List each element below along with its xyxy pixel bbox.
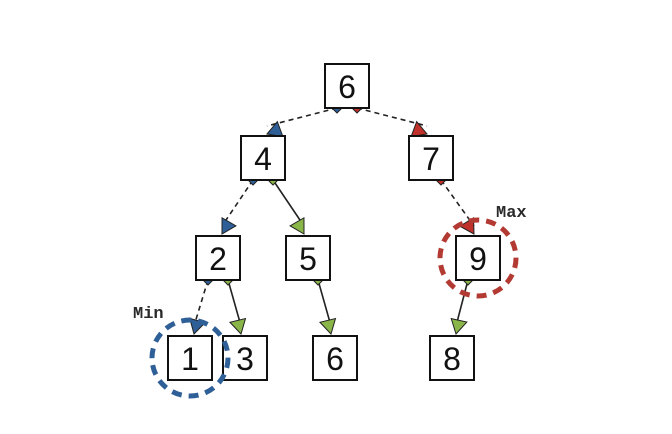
edge-line xyxy=(455,279,469,327)
edge-n2-n3 xyxy=(222,274,247,335)
node-value: 3 xyxy=(236,341,254,377)
node-box xyxy=(312,335,358,381)
edge-arrowhead xyxy=(450,317,468,335)
node-box xyxy=(455,235,501,281)
node-box xyxy=(195,235,241,281)
edge-line xyxy=(193,279,209,327)
node-value: 6 xyxy=(338,69,356,105)
node-box xyxy=(429,335,475,381)
node-value: 9 xyxy=(469,241,487,277)
edge-n5-n6leaf xyxy=(312,274,337,335)
max-label: Max xyxy=(496,204,527,223)
node-value: 2 xyxy=(209,241,227,277)
min-label: Min xyxy=(133,305,164,324)
tree-node: 6 xyxy=(324,63,370,109)
edge-n9-n8 xyxy=(450,274,474,335)
node-box xyxy=(240,135,286,181)
tree-node: 2 xyxy=(195,235,241,281)
edge-n2-n1 xyxy=(189,274,214,335)
tree-node: 1 xyxy=(167,335,213,381)
node-value: 7 xyxy=(422,141,440,177)
node-box xyxy=(408,135,454,181)
edge-line xyxy=(440,179,475,227)
tree-node: 8 xyxy=(429,335,475,381)
min-highlight-circle xyxy=(149,317,231,399)
node-value: 8 xyxy=(443,341,461,377)
edge-arrowhead xyxy=(410,120,428,138)
nodes-layer: 64 72 5 91 3 6 8 xyxy=(167,63,501,381)
edge-arrowhead xyxy=(289,217,305,235)
node-box xyxy=(167,335,213,381)
edge-line xyxy=(221,179,254,227)
tree-node: 9 xyxy=(455,235,501,281)
tree-node: 7 xyxy=(408,135,454,181)
node-value: 1 xyxy=(181,341,199,377)
edge-n4-n5 xyxy=(267,174,305,235)
node-value: 4 xyxy=(254,141,272,177)
edge-arrowhead xyxy=(318,317,337,335)
edge-line xyxy=(272,179,305,227)
tree-node: 4 xyxy=(240,135,286,181)
edge-line xyxy=(317,279,332,327)
edge-line xyxy=(356,107,428,127)
edge-n4-n2 xyxy=(221,174,259,235)
edge-line xyxy=(227,279,242,327)
edge-arrowhead xyxy=(221,217,237,235)
tree-node: 6 xyxy=(312,335,358,381)
node-value: 5 xyxy=(299,241,317,277)
node-box xyxy=(285,235,331,281)
edge-arrowhead xyxy=(266,120,284,138)
max-highlight-circle xyxy=(437,217,519,299)
node-box xyxy=(324,63,370,109)
tree-node: 5 xyxy=(285,235,331,281)
node-value: 6 xyxy=(326,341,344,377)
edge-arrowhead xyxy=(228,317,247,335)
edge-line xyxy=(266,107,338,127)
